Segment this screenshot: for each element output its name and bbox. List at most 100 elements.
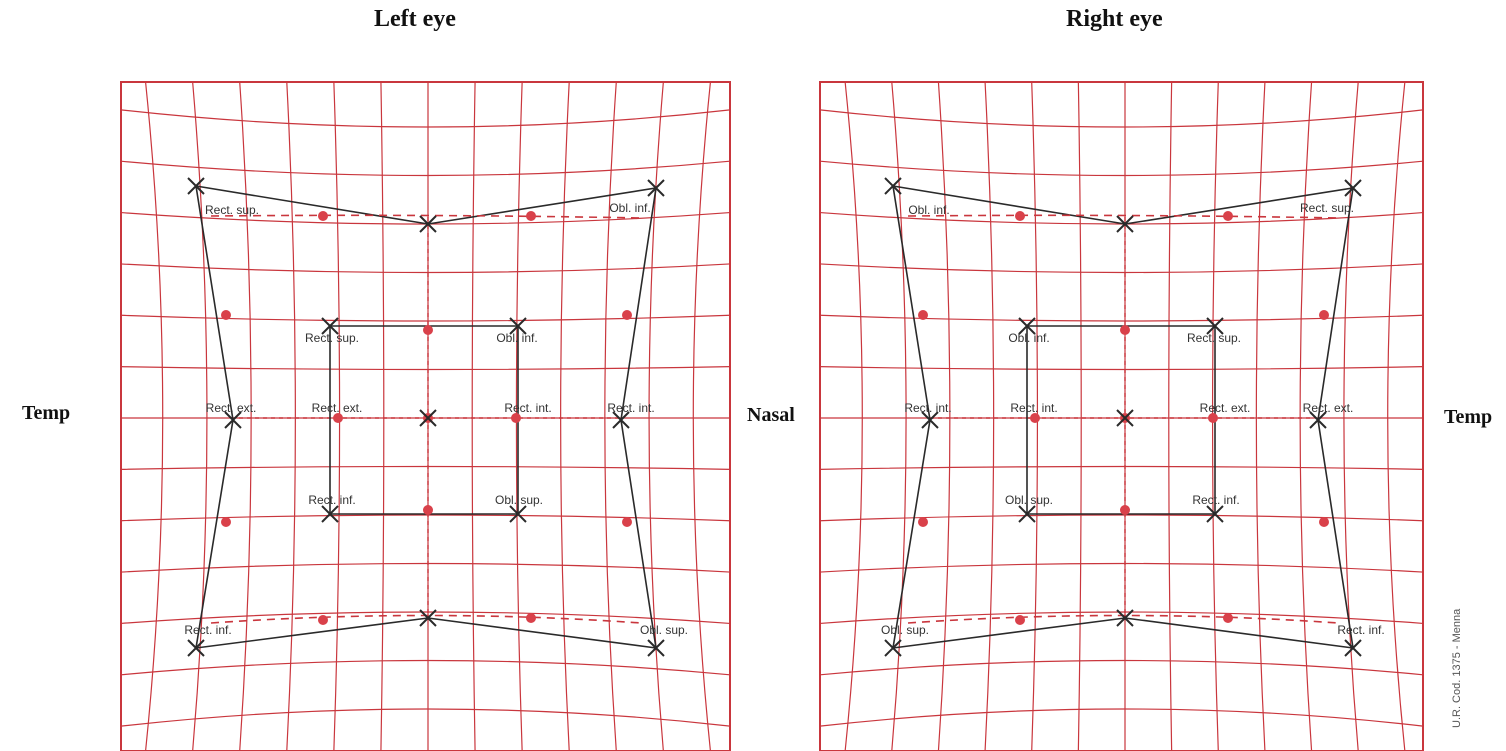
grid-line-horizontal bbox=[120, 314, 731, 322]
point-cross bbox=[647, 179, 665, 197]
reference-dashed-top bbox=[210, 214, 642, 219]
reference-dot bbox=[1030, 413, 1040, 423]
grid-line-horizontal bbox=[819, 708, 1424, 727]
grid-line-horizontal bbox=[819, 514, 1424, 522]
field-label-outer-br: Rect. inf. bbox=[1337, 623, 1384, 637]
field-label-outer-tr: Rect. sup. bbox=[1300, 201, 1354, 215]
point-cross bbox=[1344, 179, 1362, 197]
grid-line-vertical bbox=[560, 81, 570, 751]
grid-line-horizontal bbox=[120, 562, 731, 573]
grid-line-vertical bbox=[144, 81, 164, 751]
point-cross bbox=[1018, 505, 1036, 523]
field-label-inner-tl: Obl. inf. bbox=[1008, 331, 1049, 345]
reference-dot bbox=[423, 325, 433, 335]
grid-line-horizontal bbox=[819, 366, 1424, 371]
grid-line-horizontal bbox=[819, 160, 1424, 177]
grid-line-vertical bbox=[692, 81, 712, 751]
field-label-outer-mr: Rect. ext. bbox=[1303, 401, 1354, 415]
reference-dot bbox=[1120, 325, 1130, 335]
field-label-inner-tr: Rect. sup. bbox=[1187, 331, 1241, 345]
reference-dot bbox=[318, 211, 328, 221]
point-cross bbox=[419, 215, 437, 233]
point-cross bbox=[509, 505, 527, 523]
field-label-outer-mr: Rect. int. bbox=[607, 401, 654, 415]
field-label-inner-mr: Rect. int. bbox=[504, 401, 551, 415]
reference-dot bbox=[622, 517, 632, 527]
grid-line-vertical bbox=[192, 81, 208, 751]
point-cross bbox=[647, 639, 665, 657]
point-cross bbox=[419, 409, 437, 427]
point-cross bbox=[1116, 215, 1134, 233]
reference-dot bbox=[423, 505, 433, 515]
reference-dot bbox=[511, 413, 521, 423]
field-label-outer-ml: Rect. int. bbox=[904, 401, 951, 415]
point-cross bbox=[1116, 609, 1134, 627]
point-cross bbox=[187, 639, 205, 657]
grid-line-vertical bbox=[984, 81, 995, 751]
field-label-outer-tr: Obl. inf. bbox=[609, 201, 650, 215]
grid-line-horizontal bbox=[120, 263, 731, 274]
reference-dot bbox=[918, 517, 928, 527]
grid-line-horizontal bbox=[120, 366, 731, 371]
grid-line-vertical bbox=[380, 81, 385, 751]
grid-line-vertical bbox=[286, 81, 296, 751]
point-cross bbox=[224, 411, 242, 429]
grid-line-vertical bbox=[1255, 81, 1266, 751]
reference-dot bbox=[333, 413, 343, 423]
grid-line-vertical bbox=[1077, 81, 1082, 751]
point-cross bbox=[321, 505, 339, 523]
grid-line-vertical bbox=[604, 81, 617, 751]
grid-line-vertical bbox=[471, 81, 476, 751]
reference-dot bbox=[1208, 413, 1218, 423]
reference-dot bbox=[221, 517, 231, 527]
reference-dot bbox=[1015, 615, 1025, 625]
point-cross bbox=[1018, 317, 1036, 335]
reference-dot bbox=[622, 310, 632, 320]
grid-line-vertical bbox=[1299, 81, 1313, 751]
grid-line-horizontal bbox=[819, 109, 1424, 128]
reference-dot bbox=[1223, 211, 1233, 221]
reference-dashed-bottom bbox=[210, 614, 642, 624]
grid-line-vertical bbox=[1343, 81, 1359, 751]
reference-dashed-bottom bbox=[907, 614, 1339, 624]
reference-dashed-top bbox=[907, 214, 1339, 219]
grid-line-horizontal bbox=[120, 514, 731, 522]
grid-line-vertical bbox=[891, 81, 907, 751]
point-cross bbox=[187, 177, 205, 195]
point-cross bbox=[1116, 409, 1134, 427]
grid-line-horizontal bbox=[120, 160, 731, 177]
point-cross bbox=[884, 177, 902, 195]
left-eye-chart: Rect. sup. Obl. inf. Rect. inf. Obl. sup. Re… bbox=[120, 81, 731, 751]
reference-dot bbox=[318, 615, 328, 625]
field-label-inner-tl: Rect. sup. bbox=[305, 331, 359, 345]
point-cross bbox=[1344, 639, 1362, 657]
reference-dot bbox=[221, 310, 231, 320]
reference-dot bbox=[526, 613, 536, 623]
grid-line-horizontal bbox=[819, 314, 1424, 322]
grid-line-horizontal bbox=[120, 465, 731, 470]
grid-line-vertical bbox=[1387, 81, 1406, 751]
field-label-outer-br: Obl. sup. bbox=[640, 623, 688, 637]
reference-dot bbox=[918, 310, 928, 320]
field-label-inner-mr: Rect. ext. bbox=[1200, 401, 1251, 415]
reference-dot bbox=[1120, 505, 1130, 515]
right-eye-title: Right eye bbox=[1066, 6, 1163, 32]
point-cross bbox=[419, 609, 437, 627]
field-label-inner-ml: Rect. int. bbox=[1010, 401, 1057, 415]
field-label-outer-tl: Rect. sup. bbox=[205, 203, 259, 217]
grid-line-horizontal bbox=[120, 659, 731, 676]
point-cross bbox=[1309, 411, 1327, 429]
field-label-inner-bl: Obl. sup. bbox=[1005, 493, 1053, 507]
nasal-label: Nasal bbox=[747, 404, 795, 426]
point-cross bbox=[612, 411, 630, 429]
field-label-inner-ml: Rect. ext. bbox=[312, 401, 363, 415]
field-label-inner-br: Obl. sup. bbox=[495, 493, 543, 507]
point-cross bbox=[884, 639, 902, 657]
point-cross bbox=[321, 317, 339, 335]
reference-dot bbox=[1319, 517, 1329, 527]
grid-line-horizontal bbox=[819, 465, 1424, 470]
chart-frame bbox=[819, 81, 1424, 751]
grid-line-vertical bbox=[1168, 81, 1173, 751]
grid-line-vertical bbox=[239, 81, 252, 751]
grid-line-vertical bbox=[937, 81, 951, 751]
